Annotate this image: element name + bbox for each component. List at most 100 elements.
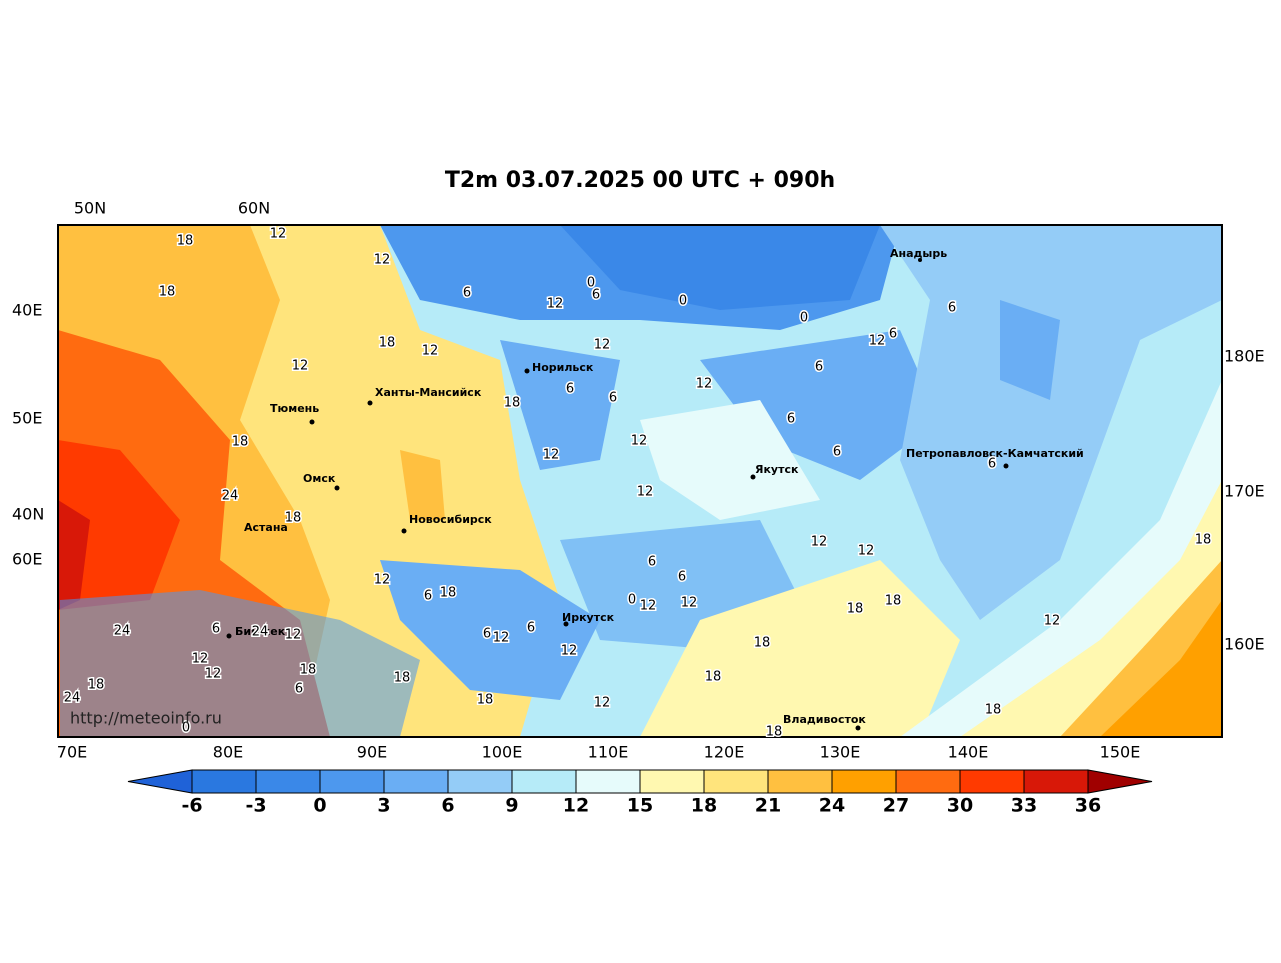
contour-label: 18 [985, 703, 1002, 718]
contour-label: 18 [159, 285, 176, 300]
cities: Анадырь Норильск Ханты-Мансийск Тюмень О… [226, 247, 1084, 731]
colorbar-tick-label: 30 [947, 795, 973, 817]
contour-label: 18 [504, 396, 521, 411]
contour-label: 12 [631, 434, 648, 449]
contour-label: 0 [182, 721, 190, 736]
colorbar-box [895, 769, 961, 794]
colorbar-tick-label: 3 [377, 795, 390, 817]
contour-label: 12 [270, 227, 287, 242]
colorbar-box [767, 769, 833, 794]
contour-label: 18 [394, 671, 411, 686]
credit: http://meteoinfo.ru [70, 709, 222, 728]
contour-label: 18 [754, 636, 771, 651]
colorbar-tick-label: 27 [883, 795, 909, 817]
colorbar-box [511, 769, 577, 794]
contour-label: 18 [232, 435, 249, 450]
colorbar-box [959, 769, 1025, 794]
city-label: Ханты-Мансийск [375, 386, 482, 399]
colorbar-tick-label: 15 [627, 795, 653, 817]
contour-label: 12 [285, 628, 302, 643]
colorbar-tick-label: 18 [691, 795, 717, 817]
contour-label: 18 [885, 594, 902, 609]
contour-label: 12 [869, 334, 886, 349]
lat-label: 40N [12, 505, 44, 524]
contour-label: 0 [679, 294, 687, 309]
contour-label: 6 [295, 682, 303, 697]
lon-label: 80E [213, 743, 243, 762]
contour-label: 12 [681, 596, 698, 611]
lon-label: 70E [57, 743, 87, 762]
city-label: Бишкек [235, 625, 286, 638]
lon-label: 120E [704, 743, 745, 762]
city-label: Владивосток [783, 713, 866, 726]
contour-label: 24 [114, 624, 131, 639]
colorbar-tick-label: 33 [1011, 795, 1037, 817]
colorbar-box [383, 769, 449, 794]
contour-label: 6 [678, 570, 686, 585]
colorbar-tick-label: 24 [819, 795, 845, 817]
contour-label: 24 [252, 625, 269, 640]
contour-label: 12 [422, 344, 439, 359]
map-frame [57, 224, 1223, 738]
contour-label: 24 [64, 691, 81, 706]
colorbar-tick-label: -6 [181, 795, 202, 817]
lon-label: 110E [588, 743, 629, 762]
contour-label: 12 [811, 535, 828, 550]
contour-label: 12 [594, 696, 611, 711]
contour-label: 6 [787, 412, 795, 427]
lon-label: 180E [1224, 347, 1265, 366]
contour-label: 12 [374, 573, 391, 588]
contour-label: 6 [212, 622, 220, 637]
city-label: Омск [303, 472, 336, 485]
contour-label: 6 [988, 457, 996, 472]
city-label: Якутск [755, 463, 799, 476]
colorbar: -6 -3 0 3 6 9 12 15 18 21 24 27 30 33 36 [127, 769, 1153, 817]
contour-label: 18 [1195, 533, 1212, 548]
city-label: Норильск [532, 361, 594, 374]
contour-label: 18 [88, 678, 105, 693]
bottom-graticule-labels: 70E 80E 90E 100E 110E 120E 130E 140E 150E [57, 743, 1141, 762]
contour-label: 0 [587, 276, 595, 291]
colorbar-tick-label: 0 [313, 795, 326, 817]
contour-label: 12 [637, 485, 654, 500]
city-label: Анадырь [890, 247, 947, 260]
contour-label: 12 [696, 377, 713, 392]
contour-label: 6 [592, 288, 600, 303]
contour-label: 18 [285, 511, 302, 526]
colorbar-box [447, 769, 513, 794]
contour-label: 12 [292, 359, 309, 374]
contour-label: 6 [889, 327, 897, 342]
colorbar-box [191, 769, 257, 794]
contour-label: 6 [424, 589, 432, 604]
colorbar-tick-label: 36 [1075, 795, 1101, 817]
contour-label: 12 [858, 544, 875, 559]
contour-label: 18 [177, 234, 194, 249]
lon-label: 90E [357, 743, 387, 762]
lon-label: 40E [12, 301, 42, 320]
lon-label: 170E [1224, 482, 1265, 501]
contour-label: 6 [815, 360, 823, 375]
map [57, 224, 1223, 738]
city-label: Тюмень [270, 402, 319, 415]
colorbar-tick-label: -3 [245, 795, 266, 817]
contour-label: 12 [547, 297, 564, 312]
contour-label: 6 [609, 391, 617, 406]
contour-label: 18 [300, 663, 317, 678]
lon-label: 140E [948, 743, 989, 762]
contour-label: 18 [477, 693, 494, 708]
contour-label: 12 [1044, 614, 1061, 629]
colorbar-tick-label: 9 [505, 795, 518, 817]
contour-label: 12 [561, 644, 578, 659]
contour-label: 18 [379, 336, 396, 351]
lon-label: 100E [482, 743, 523, 762]
contour-label: 12 [594, 338, 611, 353]
contour-label: 12 [192, 652, 209, 667]
lat-label: 50N [74, 199, 106, 218]
contour-label: 6 [566, 382, 574, 397]
lon-label: 130E [820, 743, 861, 762]
contour-label: 18 [766, 725, 783, 740]
lon-label: 150E [1100, 743, 1141, 762]
lat-label: 60N [238, 199, 270, 218]
temperature-field [58, 225, 1222, 737]
